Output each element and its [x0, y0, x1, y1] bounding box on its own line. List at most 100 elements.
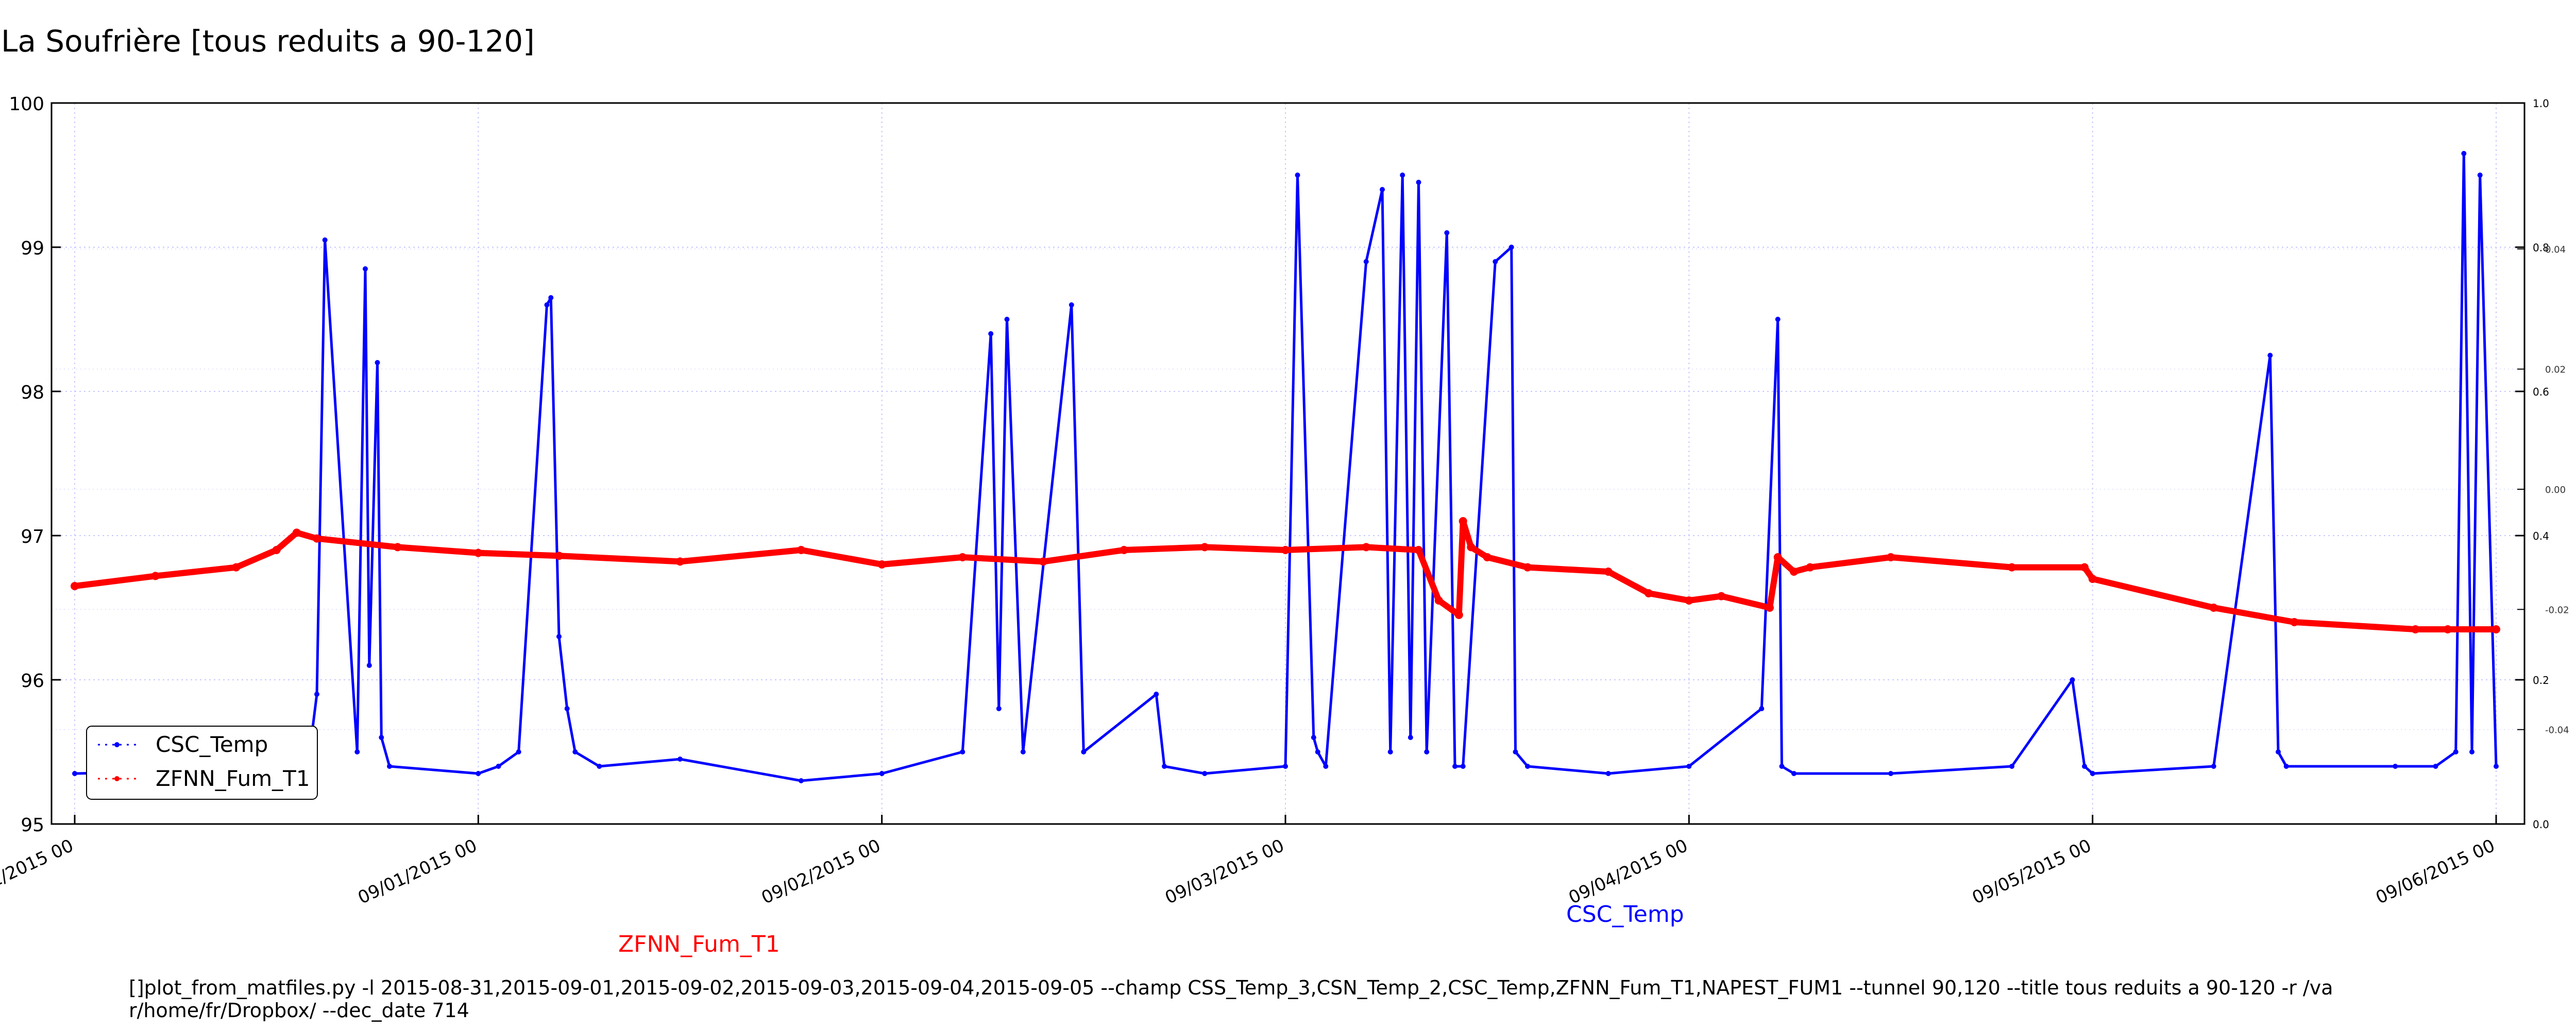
data-point-ZFNN_Fum_T1 [877, 560, 886, 569]
data-point-CSC_Temp [960, 749, 965, 754]
data-point-CSC_Temp [2393, 764, 2398, 769]
inner-axis [52, 248, 2524, 730]
data-point-CSC_Temp [1408, 735, 1413, 740]
data-point-CSC_Temp [1363, 259, 1369, 264]
data-point-ZFNN_Fum_T1 [292, 528, 301, 537]
data-point-CSC_Temp [1311, 735, 1316, 740]
legend-zfnn-marker [114, 776, 120, 781]
data-point-ZFNN_Fum_T1 [1120, 546, 1128, 554]
data-point-CSC_Temp [1888, 771, 1893, 776]
data-point-ZFNN_Fum_T1 [1790, 568, 1798, 576]
data-point-ZFNN_Fum_T1 [2080, 563, 2089, 572]
data-point-CSC_Temp [2283, 764, 2289, 769]
series-layer [71, 151, 2500, 783]
data-point-CSC_Temp [363, 266, 368, 271]
data-point-ZFNN_Fum_T1 [2008, 563, 2016, 572]
x-tick-label: 09/03/2015 00 [1162, 835, 1287, 908]
inner-axis-tick-label: 0.04 [2545, 244, 2566, 255]
legend-csc-label: CSC_Temp [156, 732, 268, 757]
data-point-CSC_Temp [1791, 771, 1797, 776]
inner-axis-tick-label: -0.04 [2545, 725, 2569, 736]
data-point-CSC_Temp [1525, 764, 1530, 769]
y-tick-label: 100 [9, 94, 44, 115]
data-point-CSC_Temp [2477, 173, 2483, 178]
inner-axis-tick-label: -0.02 [2545, 605, 2569, 615]
data-point-CSC_Temp [366, 663, 372, 668]
data-point-CSC_Temp [2453, 749, 2459, 754]
data-point-CSC_Temp [544, 302, 550, 307]
data-point-CSC_Temp [1162, 764, 1167, 769]
x-axis: 08/31/2015 00 09/01/2015 00 09/02/2015 00 0… [0, 815, 2498, 908]
legend-csc-marker [114, 742, 120, 747]
data-point-CSC_Temp [556, 634, 562, 639]
data-point-ZFNN_Fum_T1 [1523, 563, 1532, 572]
data-point-CSC_Temp [1315, 749, 1320, 754]
data-point-CSC_Temp [677, 757, 683, 762]
right-y-tick-label: 0.0 [2533, 818, 2549, 831]
data-point-CSC_Temp [1460, 764, 1466, 769]
data-point-ZFNN_Fum_T1 [313, 534, 321, 543]
data-point-CSC_Temp [354, 749, 360, 754]
right-y-tick-label: 0.4 [2533, 530, 2549, 542]
data-point-ZFNN_Fum_T1 [1414, 546, 1423, 554]
data-point-CSC_Temp [314, 692, 319, 697]
inner-axis-tick-label: 0.02 [2545, 365, 2566, 375]
x-tick-label: 09/04/2015 00 [1566, 835, 1691, 908]
data-point-CSC_Temp [1493, 259, 1498, 264]
data-point-ZFNN_Fum_T1 [1281, 546, 1290, 554]
data-point-CSC_Temp [387, 764, 392, 769]
data-point-ZFNN_Fum_T1 [1604, 568, 1613, 576]
data-point-CSC_Temp [1295, 173, 1300, 178]
data-point-CSC_Temp [1452, 764, 1458, 769]
data-point-CSC_Temp [1400, 173, 1405, 178]
data-point-CSC_Temp [1323, 764, 1329, 769]
legend-box [86, 726, 318, 800]
data-point-ZFNN_Fum_T1 [2444, 625, 2452, 633]
chart-title: La Soufrière [tous reduits a 90-120] [1, 24, 535, 59]
data-point-CSC_Temp [2267, 353, 2273, 358]
series-line-ZFNN_Fum_T1 [72, 518, 2499, 632]
data-point-CSC_Temp [1513, 749, 1518, 754]
data-point-CSC_Temp [564, 706, 570, 711]
y-tick-label: 97 [21, 526, 44, 547]
right-y-tick-label: 0.2 [2533, 674, 2549, 686]
data-point-CSC_Temp [548, 295, 554, 300]
data-point-ZFNN_Fum_T1 [474, 548, 483, 557]
data-point-ZFNN_Fum_T1 [2492, 625, 2500, 633]
data-point-CSC_Temp [1154, 692, 1159, 697]
right-y-tick-label: 1.0 [2533, 97, 2549, 110]
x-tick-label: 09/02/2015 00 [758, 835, 884, 908]
data-point-CSC_Temp [375, 360, 380, 365]
data-point-ZFNN_Fum_T1 [272, 546, 281, 554]
data-point-CSC_Temp [379, 735, 384, 740]
floating-label-zfnn: ZFNN_Fum_T1 [618, 931, 780, 957]
inner-axis-tick-label: 0.00 [2545, 485, 2566, 495]
series-line-CSC_Temp [73, 152, 2498, 782]
data-point-ZFNN_Fum_T1 [151, 572, 160, 580]
data-point-CSC_Temp [1069, 302, 1074, 307]
data-point-ZFNN_Fum_T1 [2290, 618, 2299, 626]
data-point-ZFNN_Fum_T1 [1434, 596, 1443, 605]
data-point-CSC_Temp [1605, 771, 1611, 776]
data-point-CSC_Temp [1020, 749, 1026, 754]
data-point-CSC_Temp [1775, 317, 1781, 322]
data-point-CSC_Temp [1444, 230, 1450, 235]
floating-label-csc: CSC_Temp [1566, 901, 1684, 928]
data-point-ZFNN_Fum_T1 [71, 582, 79, 590]
data-point-CSC_Temp [2009, 764, 2014, 769]
x-tick-label: 09/06/2015 00 [2372, 835, 2498, 908]
data-point-ZFNN_Fum_T1 [1200, 543, 1209, 552]
left-y-axis: 95 96 97 98 99 100 [9, 94, 61, 836]
data-point-ZFNN_Fum_T1 [393, 543, 402, 552]
grid-lines [52, 103, 2524, 824]
data-point-CSC_Temp [2494, 764, 2499, 769]
command-line-footer: []plot_from_matfiles.py -l 2015-08-31,20… [129, 976, 2333, 1022]
data-point-ZFNN_Fum_T1 [1362, 543, 1370, 552]
data-point-ZFNN_Fum_T1 [1685, 596, 1693, 605]
data-point-CSC_Temp [1387, 749, 1393, 754]
data-point-ZFNN_Fum_T1 [1806, 563, 1815, 572]
x-tick-label: 08/31/2015 00 [0, 835, 77, 908]
data-point-CSC_Temp [2070, 677, 2075, 682]
data-point-CSC_Temp [72, 771, 77, 776]
